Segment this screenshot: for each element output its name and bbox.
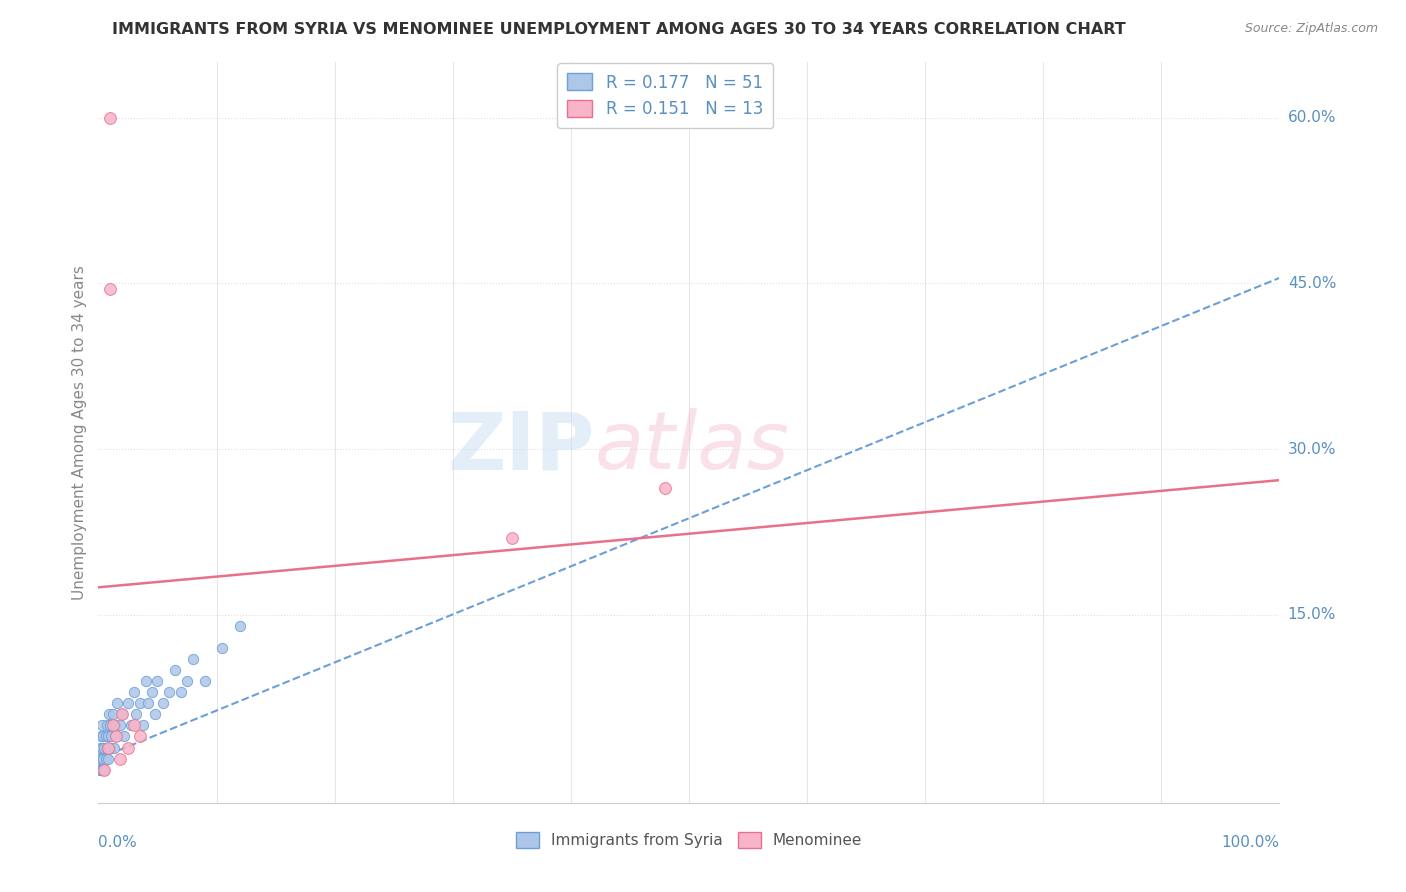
Point — [194, 674, 217, 689]
Point — [117, 697, 139, 711]
Point — [93, 740, 115, 755]
Point — [93, 763, 115, 777]
Point — [98, 718, 121, 732]
Point — [96, 740, 118, 755]
Point — [104, 718, 127, 732]
Text: 0.0%: 0.0% — [98, 835, 138, 850]
Point — [211, 641, 233, 656]
Point — [91, 740, 114, 755]
Point — [143, 707, 166, 722]
Point — [96, 718, 118, 732]
Text: ZIP: ZIP — [447, 409, 595, 486]
Point — [97, 730, 120, 744]
Text: 45.0%: 45.0% — [1288, 276, 1336, 291]
Point — [100, 730, 122, 744]
Point — [91, 763, 114, 777]
Point — [146, 674, 169, 689]
Point — [105, 697, 128, 711]
Point — [89, 751, 111, 765]
Point — [103, 740, 125, 755]
Point — [91, 751, 114, 765]
Point — [91, 730, 114, 744]
Point — [165, 663, 187, 677]
Point — [98, 740, 121, 755]
Point — [125, 707, 148, 722]
Point — [90, 730, 112, 744]
Point — [101, 718, 124, 732]
Point — [181, 652, 204, 666]
Point — [141, 685, 163, 699]
Text: atlas: atlas — [595, 409, 789, 486]
Text: 100.0%: 100.0% — [1222, 835, 1279, 850]
Point — [97, 740, 120, 755]
Point — [501, 531, 523, 545]
Point — [111, 707, 134, 722]
Point — [176, 674, 198, 689]
Point — [128, 697, 150, 711]
Point — [136, 697, 159, 711]
Point — [229, 619, 252, 633]
Point — [135, 674, 157, 689]
Point — [111, 707, 134, 722]
Point — [91, 718, 114, 732]
Point — [152, 697, 174, 711]
Point — [122, 685, 145, 699]
Point — [128, 730, 150, 744]
Point — [101, 707, 124, 722]
Text: 15.0%: 15.0% — [1288, 607, 1336, 623]
Point — [89, 763, 111, 777]
Point — [122, 718, 145, 732]
Point — [654, 481, 676, 495]
Point — [90, 763, 112, 777]
Point — [94, 751, 117, 765]
Point — [98, 282, 121, 296]
Text: IMMIGRANTS FROM SYRIA VS MENOMINEE UNEMPLOYMENT AMONG AGES 30 TO 34 YEARS CORREL: IMMIGRANTS FROM SYRIA VS MENOMINEE UNEMP… — [111, 22, 1126, 37]
Point — [90, 751, 112, 765]
Point — [170, 685, 193, 699]
Point — [105, 730, 128, 744]
Point — [98, 707, 121, 722]
Point — [112, 730, 135, 744]
Point — [117, 740, 139, 755]
Point — [157, 685, 180, 699]
Point — [89, 740, 111, 755]
Point — [93, 763, 115, 777]
Point — [97, 751, 120, 765]
Y-axis label: Unemployment Among Ages 30 to 34 years: Unemployment Among Ages 30 to 34 years — [72, 265, 87, 600]
Point — [94, 730, 117, 744]
Point — [105, 730, 128, 744]
Point — [121, 718, 143, 732]
Point — [108, 751, 131, 765]
Legend: Immigrants from Syria, Menominee: Immigrants from Syria, Menominee — [509, 826, 869, 855]
Text: 60.0%: 60.0% — [1288, 111, 1336, 125]
Text: 30.0%: 30.0% — [1288, 442, 1336, 457]
Point — [98, 111, 121, 125]
Point — [108, 718, 131, 732]
Text: Source: ZipAtlas.com: Source: ZipAtlas.com — [1244, 22, 1378, 36]
Point — [132, 718, 155, 732]
